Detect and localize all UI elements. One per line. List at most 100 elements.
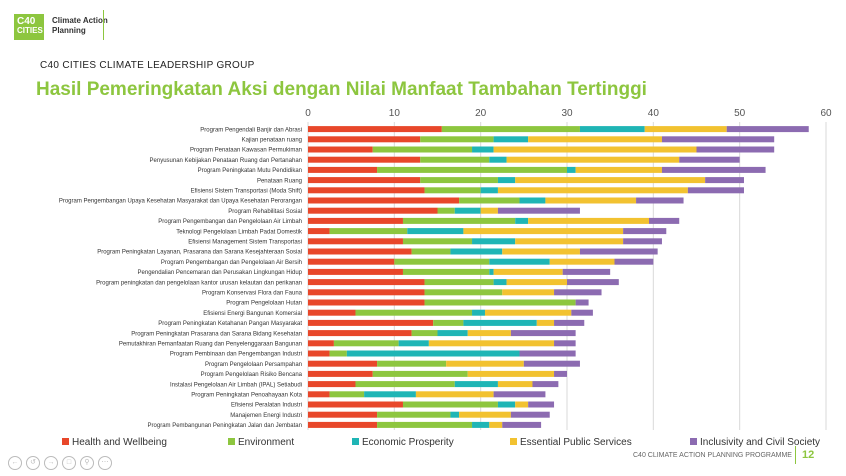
bar-segment xyxy=(308,370,373,377)
x-tick-label: 30 xyxy=(561,108,573,119)
bar-segment xyxy=(679,156,740,163)
bar-segment xyxy=(472,238,516,245)
bar-segment xyxy=(687,187,744,194)
bar-segment xyxy=(308,391,330,398)
bar-segment xyxy=(497,207,580,214)
category-label: Efisiensi Peralatan Industri xyxy=(231,403,302,409)
bar-segment xyxy=(532,381,559,388)
bar-segment xyxy=(420,136,494,143)
copy-icon[interactable]: □ xyxy=(62,456,76,470)
category-label: Program Pengembangan dan Pengelolaan Air… xyxy=(161,260,302,266)
bar-segment xyxy=(424,279,494,286)
bar-segment xyxy=(575,166,662,173)
bar-segment xyxy=(562,268,611,275)
brand-line1: Climate Action xyxy=(52,16,108,25)
bar-segment xyxy=(308,268,403,275)
logo-line2: CITIES xyxy=(17,26,43,35)
forward-icon[interactable]: → xyxy=(44,456,58,470)
bar-segment xyxy=(661,136,775,143)
legend: Health and Wellbeing Environment Economic … xyxy=(62,437,820,448)
bar-segment xyxy=(726,126,809,133)
bar-segment xyxy=(493,391,546,398)
category-label: Efisiensi Energi Bangunan Komersial xyxy=(203,311,302,317)
footer-divider xyxy=(795,446,796,464)
bar-segment xyxy=(661,166,766,173)
bar-segment xyxy=(575,299,589,306)
bar-segment xyxy=(424,289,503,296)
bar-segment xyxy=(402,238,473,245)
bar-segment xyxy=(407,228,464,235)
bar-segment xyxy=(377,411,451,418)
bar-segment xyxy=(308,360,378,367)
category-label: Program peningkatan dan pengelolaan kant… xyxy=(96,280,302,286)
bar-segment xyxy=(467,330,511,337)
x-tick-label: 0 xyxy=(305,108,311,119)
bar-segment xyxy=(472,421,490,428)
undo-icon[interactable]: ↺ xyxy=(26,456,40,470)
x-tick-label: 10 xyxy=(389,108,401,119)
category-label: Program Pengendali Banjir dan Abrasi xyxy=(200,127,302,133)
bar-segment xyxy=(333,340,399,347)
bar-segment xyxy=(472,146,494,153)
bar-segment xyxy=(377,166,567,173)
bar-segment xyxy=(424,187,481,194)
bar-segment xyxy=(489,421,503,428)
bar-segment xyxy=(515,177,706,184)
bar-segment xyxy=(372,146,473,153)
bar-segment xyxy=(549,258,615,265)
bar-segment xyxy=(467,370,555,377)
bar-segment xyxy=(308,187,425,194)
bar-segment xyxy=(506,156,680,163)
bar-segment xyxy=(308,319,434,326)
bar-segment xyxy=(528,217,650,224)
zoom-icon[interactable]: ⚲ xyxy=(80,456,94,470)
bar-segment xyxy=(329,391,365,398)
bar-segment xyxy=(402,217,516,224)
bar-segment xyxy=(497,381,533,388)
bar-segment xyxy=(329,228,408,235)
bar-segment xyxy=(519,350,576,357)
bar-segment xyxy=(308,136,421,143)
category-label: Instalasi Pengelolaan Air Limbah (IPAL) … xyxy=(170,382,302,388)
header-divider xyxy=(103,10,104,40)
bar-segment xyxy=(308,156,421,163)
bar-segment xyxy=(441,126,580,133)
bar-segment xyxy=(636,197,684,204)
category-label: Efisiensi Sistem Transportasi (Moda Shif… xyxy=(191,189,302,195)
category-label: Program Pembinaan dan Pengembangan Indus… xyxy=(170,352,302,358)
category-label: Program Pengembangan Upaya Kesehatan Mas… xyxy=(59,199,302,205)
bar-segment xyxy=(308,309,356,316)
category-label: Program Pembangunan Peningkatan Jalan da… xyxy=(148,423,302,429)
bar-segment xyxy=(705,177,744,184)
bar-segment xyxy=(696,146,775,153)
bar-segment xyxy=(437,330,468,337)
bar-segment xyxy=(308,258,395,265)
bar-segment xyxy=(308,381,356,388)
legend-swatch xyxy=(62,438,69,445)
bar-segment xyxy=(308,350,330,357)
bar-segment xyxy=(308,401,403,408)
bar-segment xyxy=(554,319,585,326)
bar-segment xyxy=(308,217,403,224)
more-icon[interactable]: ⋯ xyxy=(98,456,112,470)
category-label: Pengendalian Pencemaran dan Perusakan Li… xyxy=(138,270,303,276)
back-icon[interactable]: ← xyxy=(8,456,22,470)
bar-segment xyxy=(489,268,494,275)
bar-segment xyxy=(308,177,421,184)
page-number: 12 xyxy=(802,449,815,461)
bar-segment xyxy=(308,340,334,347)
bar-segment xyxy=(308,238,403,245)
bar-segment xyxy=(329,350,347,357)
bar-segment xyxy=(454,381,498,388)
legend-label: Economic Prosperity xyxy=(362,437,454,448)
bar-segment xyxy=(497,401,516,408)
bar-segment xyxy=(523,360,580,367)
bar-segment xyxy=(497,187,688,194)
bar-segment xyxy=(623,238,662,245)
bar-segment xyxy=(554,370,567,377)
bar-segment xyxy=(398,340,429,347)
category-label: Program Peningkatan Mutu Pendidikan xyxy=(198,168,302,174)
bar-segment xyxy=(515,401,529,408)
bar-segment xyxy=(450,411,460,418)
